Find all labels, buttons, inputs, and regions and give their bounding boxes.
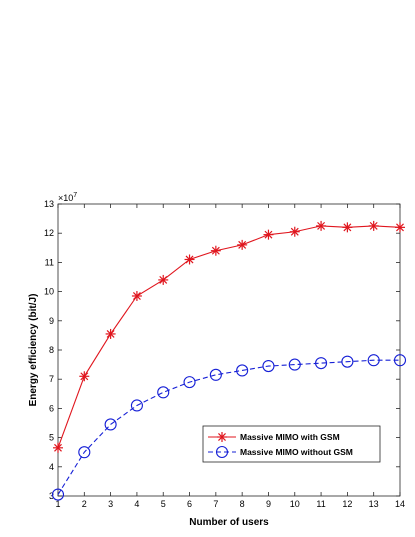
x-tick-label: 10 [290,499,300,509]
x-tick-label: 2 [82,499,87,509]
y-multiplier-label: ×107 [58,192,77,203]
x-tick-label: 1 [55,499,60,509]
circle-marker [236,364,249,377]
x-tick-label: 12 [342,499,352,509]
y-tick-label: 7 [49,374,54,384]
asterisk-marker [53,442,63,453]
asterisk-marker [158,274,169,285]
legend-item-1: Massive MIMO with GSM [208,432,340,442]
circle-marker [288,358,301,371]
circle-marker [262,360,275,373]
y-tick-label: 9 [49,316,54,326]
x-tick-label: 6 [187,499,192,509]
y-tick-label: 13 [44,199,54,209]
legend-label: Massive MIMO without GSM [240,447,353,457]
circle-marker [104,418,117,431]
x-tick-label: 4 [134,499,139,509]
asterisk-marker [131,290,142,301]
asterisk-marker [368,220,379,231]
x-tick-label: 14 [395,499,405,509]
circle-marker [78,446,91,459]
y-tick-label: 4 [49,462,54,472]
series-1 [53,220,405,453]
asterisk-marker [217,432,227,442]
x-axis: 1 2 3 4 5 6 7 8 9 10 11 12 13 14 [55,204,405,509]
circle-marker [393,354,407,367]
asterisk-marker [237,239,248,250]
x-tick-label: 7 [213,499,218,509]
asterisk-marker [316,220,327,231]
x-axis-label: Number of users [189,517,269,528]
x-tick-label: 9 [266,499,271,509]
x-tick-label: 3 [108,499,113,509]
asterisk-marker [289,226,300,237]
legend-item-2: Massive MIMO without GSM [208,445,353,459]
asterisk-marker [79,371,90,382]
x-tick-label: 8 [240,499,245,509]
circle-marker [157,386,170,399]
asterisk-marker [263,229,274,240]
x-tick-label: 11 [316,499,325,509]
y-tick-label: 11 [45,257,54,267]
series-line [57,359,400,495]
circle-marker [51,488,65,501]
circle-marker [130,399,143,412]
y-axis-label: Energy efficiency (bit/J) [28,294,39,407]
y-axis: 3 4 5 6 7 8 9 10 11 12 13 [44,199,400,501]
asterisk-marker [105,328,116,339]
circle-marker [215,445,229,459]
legend-label: Massive MIMO with GSM [240,432,340,442]
circle-marker [367,354,380,367]
x-tick-label: 5 [161,499,166,509]
y-tick-label: 5 [49,433,54,443]
legend-box [202,425,381,463]
y-multiplier-exponent: 7 [73,192,77,199]
circle-marker [209,368,222,381]
circle-marker [315,357,328,370]
y-tick-label: 6 [49,403,54,413]
y-tick-label: 3 [49,491,54,501]
y-tick-label: 8 [49,345,54,355]
asterisk-marker [395,222,405,233]
asterisk-marker [184,254,195,265]
legend: Massive MIMO with GSM Massive MIMO withou… [202,425,381,463]
x-tick-label: 13 [369,499,379,509]
y-tick-label: 10 [44,287,54,297]
asterisk-marker [210,245,221,256]
series-2 [51,354,407,501]
y-tick-label: 12 [44,228,54,238]
circle-marker [341,355,354,368]
asterisk-marker [342,222,353,233]
circle-marker [183,376,196,389]
series-layer [51,220,407,501]
